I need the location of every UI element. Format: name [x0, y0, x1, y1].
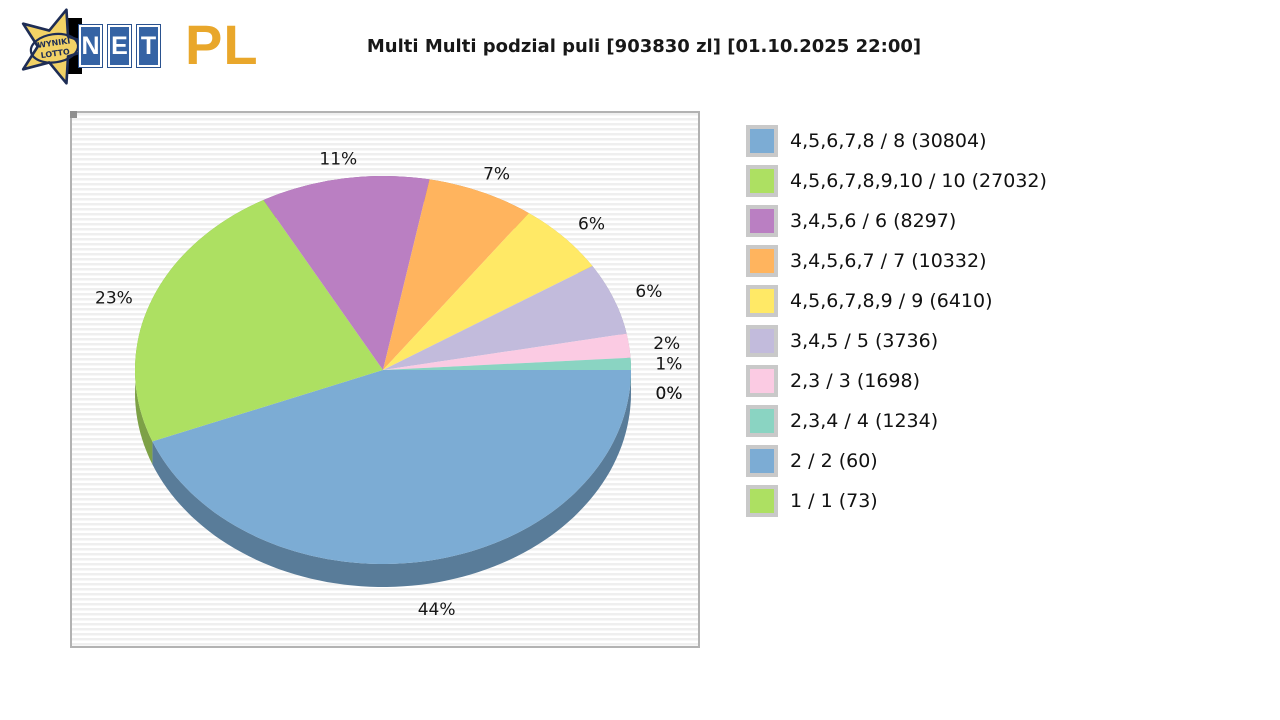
plot-area: 44% 23% 11% 7% 6% 6% 2% 1% 0% 0%	[70, 111, 700, 648]
legend-label: 2,3 / 3 (1698)	[790, 370, 921, 392]
legend-row: 4,5,6,7,8,9 / 9 (6410)	[746, 281, 1047, 321]
pie-slice	[383, 266, 627, 370]
legend-label: 3,4,5,6,7 / 7 (10332)	[790, 250, 987, 272]
pie-slice	[152, 370, 631, 564]
net-tile-n: N	[78, 24, 103, 68]
legend-label: 4,5,6,7,8,9 / 9 (6410)	[790, 290, 993, 312]
pie-slice	[383, 357, 631, 370]
percent-label: 1%	[655, 354, 682, 374]
legend-label: 2 / 2 (60)	[790, 450, 878, 472]
chart-title: Multi Multi podzial puli [903830 zl] [01…	[366, 36, 922, 57]
pie-slice	[263, 176, 430, 370]
net-tile-e: E	[107, 24, 132, 68]
lotto-star-icon: WYNIKI LOTTO	[21, 8, 102, 85]
percent-label: 2%	[653, 334, 680, 354]
percent-label: 6%	[635, 282, 662, 302]
legend-swatch	[746, 205, 778, 237]
legend-label: 3,4,5,6 / 6 (8297)	[790, 210, 957, 232]
legend-label: 3,4,5 / 5 (3736)	[790, 330, 939, 352]
net-letter-n: N	[81, 32, 100, 60]
percent-label: 44%	[418, 600, 456, 620]
logo-pl-text: PL	[185, 13, 259, 76]
legend-row: 1 / 1 (73)	[746, 481, 1047, 521]
legend-swatch	[746, 285, 778, 317]
percent-label: 0%	[656, 384, 683, 404]
legend-swatch	[746, 245, 778, 277]
legend-swatch	[746, 165, 778, 197]
pie-slice	[383, 179, 529, 370]
site-logo: WYNIKI LOTTO N E T PL	[14, 6, 264, 94]
legend-row: 4,5,6,7,8 / 8 (30804)	[746, 121, 1047, 161]
legend-row: 3,4,5,6 / 6 (8297)	[746, 201, 1047, 241]
net-letter-e: E	[111, 32, 128, 60]
percent-label: 11%	[319, 150, 357, 170]
net-tile-t: T	[136, 24, 161, 68]
pie-slice	[135, 200, 383, 442]
percent-label: 23%	[95, 289, 133, 309]
legend-row: 3,4,5,6,7 / 7 (10332)	[746, 241, 1047, 281]
percent-label: 7%	[483, 165, 510, 185]
legend-swatch	[746, 445, 778, 477]
legend-label: 2,3,4 / 4 (1234)	[790, 410, 939, 432]
star-text-lotto: LOTTO	[40, 47, 70, 60]
legend: 4,5,6,7,8 / 8 (30804) 4,5,6,7,8,9,10 / 10…	[746, 121, 1047, 521]
percent-label: 6%	[578, 215, 605, 235]
net-letter-t: T	[140, 32, 157, 60]
legend-label: 1 / 1 (73)	[790, 490, 878, 512]
pie-chart: 44%23%11%7%6%6%2%1%0%0%	[95, 150, 683, 620]
legend-row: 2,3 / 3 (1698)	[746, 361, 1047, 401]
legend-row: 2 / 2 (60)	[746, 441, 1047, 481]
pie-slice	[383, 333, 631, 370]
legend-row: 2,3,4 / 4 (1234)	[746, 401, 1047, 441]
pie-slice	[383, 213, 593, 370]
legend-swatch	[746, 365, 778, 397]
legend-label: 4,5,6,7,8,9,10 / 10 (27032)	[790, 170, 1047, 192]
legend-swatch	[746, 405, 778, 437]
star-shape	[21, 8, 102, 85]
legend-label: 4,5,6,7,8 / 8 (30804)	[790, 130, 987, 152]
legend-swatch	[746, 485, 778, 517]
legend-row: 4,5,6,7,8,9,10 / 10 (27032)	[746, 161, 1047, 201]
legend-row: 3,4,5 / 5 (3736)	[746, 321, 1047, 361]
legend-swatch	[746, 125, 778, 157]
percent-label: 0%	[656, 384, 683, 404]
legend-swatch	[746, 325, 778, 357]
